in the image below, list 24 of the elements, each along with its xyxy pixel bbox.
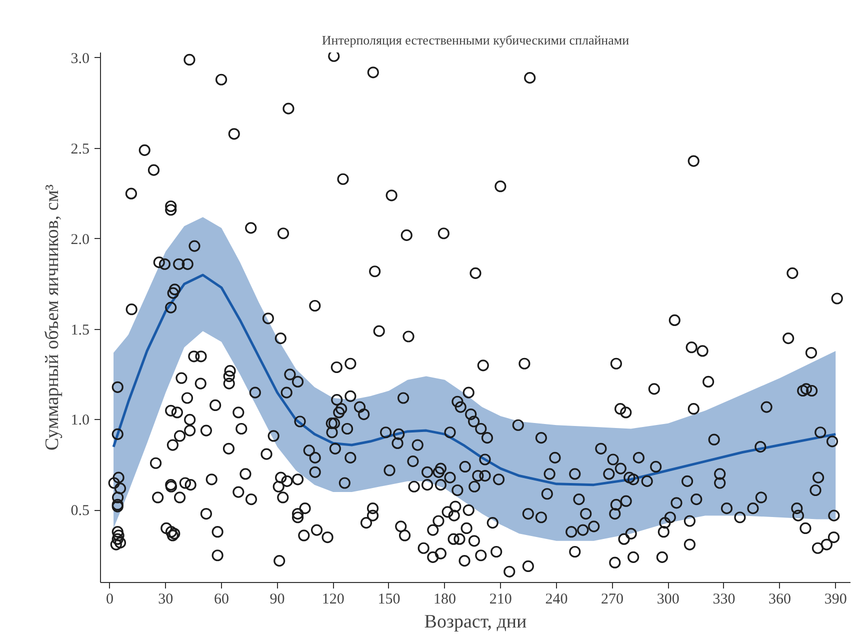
y-tick-label: 1.5 bbox=[70, 322, 90, 338]
y-tick-label: 1.0 bbox=[70, 412, 90, 429]
y-tick-label: 0.5 bbox=[70, 503, 90, 520]
x-tick-label: 300 bbox=[656, 592, 680, 608]
y-tick-label: 2.0 bbox=[70, 232, 90, 248]
x-tick-label: 360 bbox=[768, 592, 792, 608]
y-tick-label: 2.5 bbox=[70, 141, 90, 158]
chart-title: Интерполяция естественными кубическими сплайнами bbox=[322, 32, 630, 48]
x-tick-label: 90 bbox=[270, 592, 285, 608]
x-tick-label: 30 bbox=[158, 592, 174, 608]
x-tick-label: 330 bbox=[712, 592, 736, 608]
y-axis-title: Суммарный объем яичников, см³ bbox=[42, 184, 63, 451]
line-series bbox=[112, 274, 837, 486]
x-axis-title: Возраст, дни bbox=[424, 612, 527, 632]
x-tick-label: 210 bbox=[489, 592, 512, 608]
x-tick-label: 150 bbox=[378, 592, 400, 608]
x-tick-label: 390 bbox=[824, 592, 847, 608]
x-tick-label: 60 bbox=[214, 592, 229, 608]
x-tick-label: 0 bbox=[106, 592, 114, 608]
x-tick-label: 270 bbox=[601, 592, 624, 608]
x-tick-label: 240 bbox=[545, 592, 568, 608]
x-tick-label: 180 bbox=[434, 592, 456, 608]
x-tick-label: 120 bbox=[322, 592, 344, 608]
y-tick-label: 3.0 bbox=[70, 50, 90, 67]
